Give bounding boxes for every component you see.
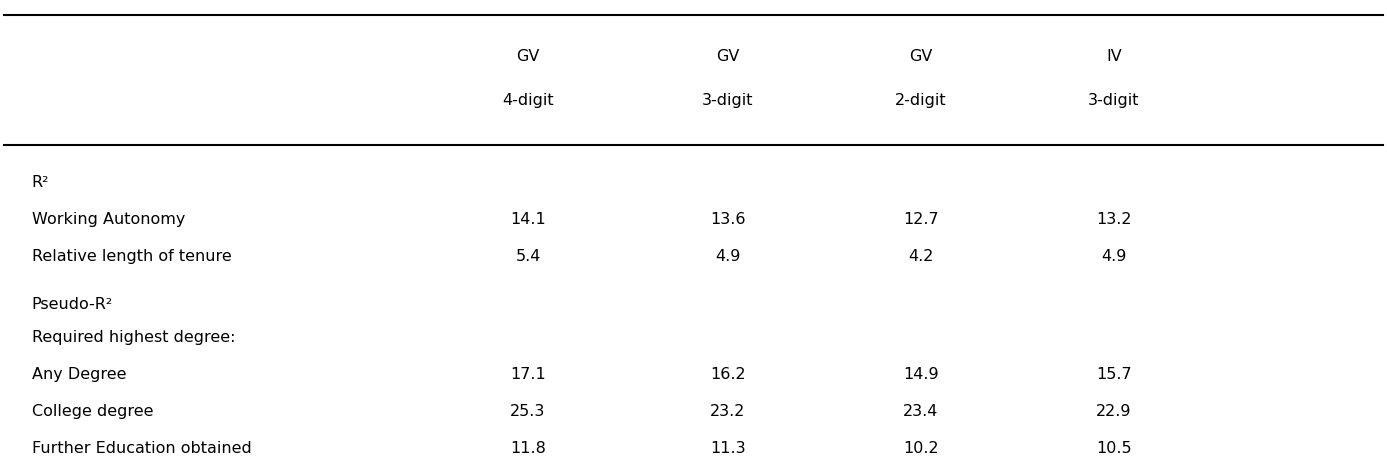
Text: IV: IV <box>1105 48 1122 64</box>
Text: 4-digit: 4-digit <box>502 93 553 108</box>
Text: 25.3: 25.3 <box>510 404 545 419</box>
Text: 2-digit: 2-digit <box>895 93 947 108</box>
Text: 23.2: 23.2 <box>710 404 746 419</box>
Text: 16.2: 16.2 <box>710 367 746 382</box>
Text: Working Autonomy: Working Autonomy <box>32 212 184 227</box>
Text: GV: GV <box>910 48 932 64</box>
Text: R²: R² <box>32 175 49 190</box>
Text: Relative length of tenure: Relative length of tenure <box>32 249 232 264</box>
Text: Any Degree: Any Degree <box>32 367 126 382</box>
Text: 5.4: 5.4 <box>516 249 541 264</box>
Text: 12.7: 12.7 <box>903 212 939 227</box>
Text: 4.9: 4.9 <box>716 249 741 264</box>
Text: 23.4: 23.4 <box>903 404 939 419</box>
Text: 10.5: 10.5 <box>1096 441 1132 456</box>
Text: 14.9: 14.9 <box>903 367 939 382</box>
Text: 11.3: 11.3 <box>710 441 746 456</box>
Text: 17.1: 17.1 <box>510 367 546 382</box>
Text: 11.8: 11.8 <box>510 441 546 456</box>
Text: 4.9: 4.9 <box>1101 249 1126 264</box>
Text: Required highest degree:: Required highest degree: <box>32 330 236 345</box>
Text: 3-digit: 3-digit <box>1089 93 1140 108</box>
Text: 15.7: 15.7 <box>1096 367 1132 382</box>
Text: Further Education obtained: Further Education obtained <box>32 441 251 456</box>
Text: 4.2: 4.2 <box>908 249 933 264</box>
Text: College degree: College degree <box>32 404 153 419</box>
Text: 3-digit: 3-digit <box>702 93 753 108</box>
Text: GV: GV <box>716 48 739 64</box>
Text: Pseudo-R²: Pseudo-R² <box>32 297 112 312</box>
Text: 13.2: 13.2 <box>1096 212 1132 227</box>
Text: 10.2: 10.2 <box>903 441 939 456</box>
Text: 22.9: 22.9 <box>1096 404 1132 419</box>
Text: 13.6: 13.6 <box>710 212 746 227</box>
Text: 14.1: 14.1 <box>510 212 546 227</box>
Text: GV: GV <box>516 48 540 64</box>
